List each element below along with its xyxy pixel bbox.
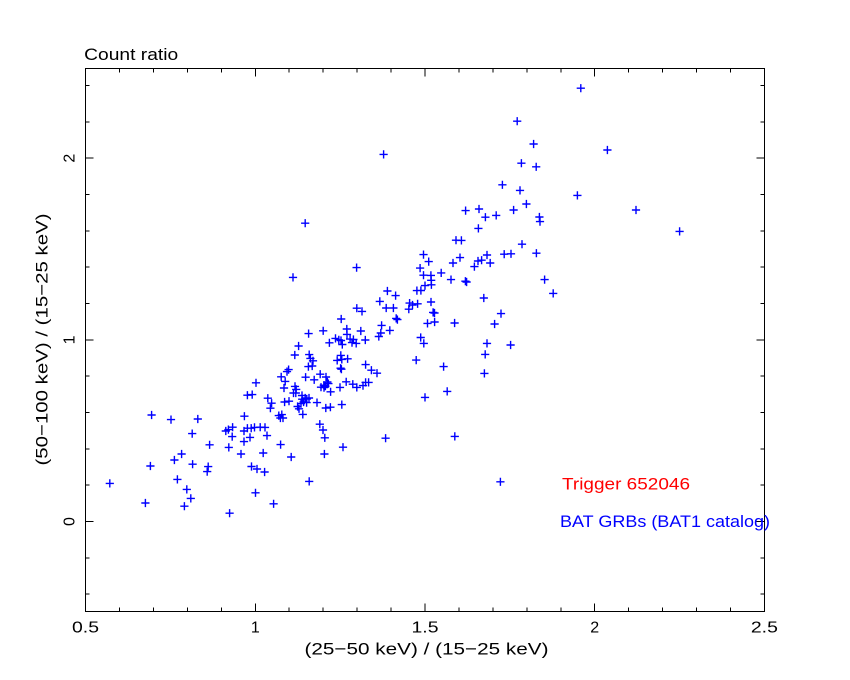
svg-text:BAT GRBs (BAT1 catalog): BAT GRBs (BAT1 catalog) — [560, 512, 770, 531]
svg-text:2.5: 2.5 — [751, 620, 778, 637]
svg-text:(50−100 keV) / (15−25 keV): (50−100 keV) / (15−25 keV) — [33, 214, 52, 466]
svg-text:Count ratio: Count ratio — [84, 45, 178, 64]
svg-text:2: 2 — [590, 620, 599, 637]
svg-text:2: 2 — [62, 154, 79, 163]
svg-text:1: 1 — [62, 335, 79, 344]
svg-text:(25−50 keV) / (15−25 keV): (25−50 keV) / (15−25 keV) — [305, 640, 549, 659]
svg-text:0: 0 — [62, 517, 79, 526]
svg-text:Trigger 652046: Trigger 652046 — [562, 475, 690, 494]
svg-text:1.5: 1.5 — [412, 620, 439, 637]
svg-text:1: 1 — [251, 620, 260, 637]
svg-text:0.5: 0.5 — [72, 620, 99, 637]
